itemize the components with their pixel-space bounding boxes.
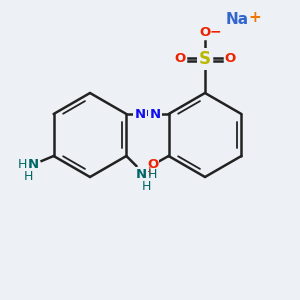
Text: N: N <box>149 107 161 121</box>
Text: −: − <box>209 24 221 38</box>
Text: H: H <box>148 167 157 181</box>
Text: H: H <box>18 158 27 170</box>
Text: +: + <box>249 10 261 25</box>
Text: N: N <box>136 167 147 181</box>
Text: N: N <box>28 158 39 170</box>
Text: ·H: ·H <box>140 166 152 178</box>
Text: H: H <box>142 179 151 193</box>
Text: S: S <box>199 50 211 68</box>
Text: O: O <box>224 52 236 65</box>
Text: N: N <box>134 107 146 121</box>
Text: Na: Na <box>225 11 249 26</box>
Text: O: O <box>200 26 211 40</box>
Text: O: O <box>174 52 186 65</box>
Text: O: O <box>147 158 158 170</box>
Text: H: H <box>24 169 33 182</box>
